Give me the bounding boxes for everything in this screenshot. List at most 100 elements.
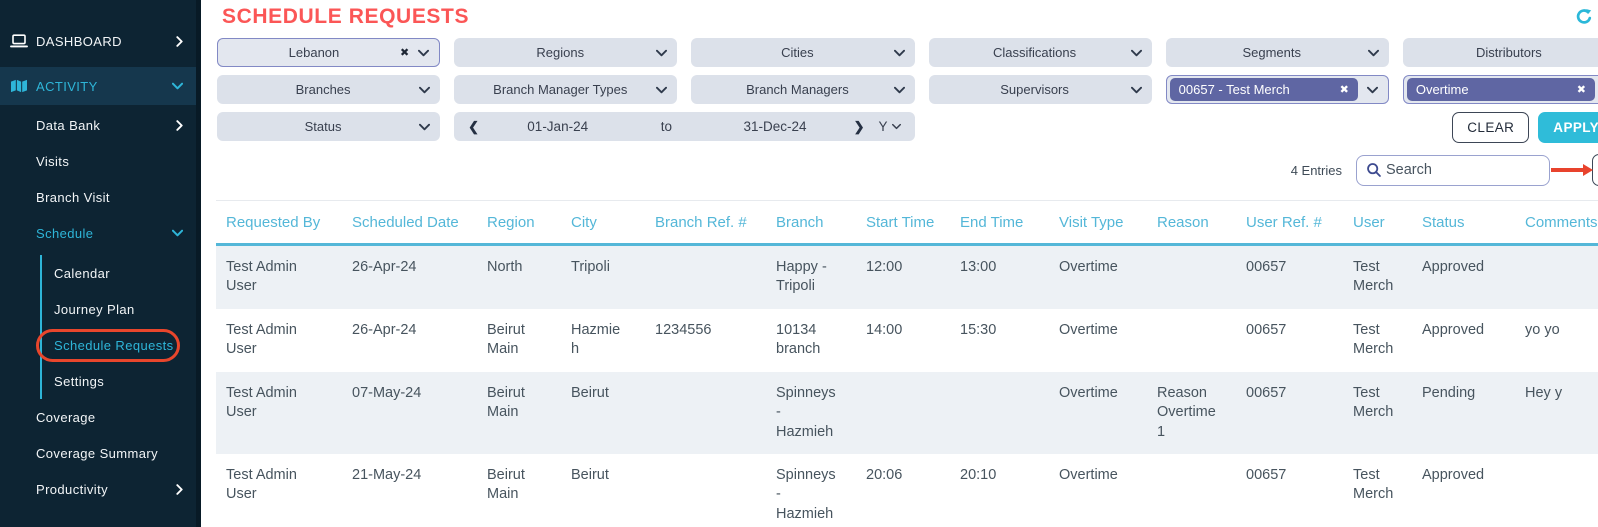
column-header-region[interactable]: Region [477,201,561,246]
add-request-button[interactable]: + [1592,154,1598,186]
sidebar-item-branch-visit[interactable]: Branch Visit [0,179,196,215]
apply-button[interactable]: APPLY ▾ [1538,112,1598,143]
sidebar-label: Calendar [54,265,110,281]
table-cell [645,454,766,527]
sidebar-item-schedule[interactable]: Schedule [0,215,196,251]
clear-filter-icon[interactable]: ✖ [399,47,410,59]
remove-tag-icon[interactable]: ✖ [1576,84,1586,96]
chevron-down-icon [891,123,901,130]
column-header-city[interactable]: City [561,201,645,246]
sidebar-item-calendar[interactable]: Calendar [42,255,196,291]
apply-button-label: APPLY [1553,120,1598,135]
sidebar-label: Data Bank [36,117,101,133]
table-cell: Beirut [571,384,609,401]
chevron-down-icon [418,49,430,57]
table-row[interactable]: Test Admin User 21-May-24 Beirut Main Beiru… [216,453,1598,527]
remove-tag-icon[interactable]: ✖ [1339,84,1349,96]
sidebar-item-data-bank[interactable]: Data Bank [0,107,196,143]
chevron-right-icon [176,483,183,495]
sidebar-item-visits[interactable]: Visits [0,143,196,179]
filter-classifications[interactable]: Classifications [928,38,1152,67]
sidebar-item-schedule-requests[interactable]: Schedule Requests [42,327,196,363]
table-cell: Test Admin User [226,384,297,421]
table-cell: Happy - Tripoli [776,259,827,295]
table-row[interactable]: Test Admin User 26-Apr-24 North Tripoli Happ… [216,244,1598,309]
tag-label: Overtime [1415,82,1469,97]
filter-label: Supervisors [1000,82,1069,97]
column-header-user[interactable]: User [1343,201,1412,246]
sidebar-item-coverage-summary[interactable]: Coverage Summary [0,435,196,471]
table-cell: Overtime [1059,384,1118,401]
filter-visit-type[interactable]: Overtime ✖ [1402,75,1598,104]
sidebar-item-dashboard[interactable]: DASHBOARD [0,23,196,59]
column-header-visit-type[interactable]: Visit Type [1049,201,1147,246]
column-header-reason[interactable]: Reason [1147,201,1236,246]
column-header-comments[interactable]: Comments [1515,201,1598,246]
filter-distributors[interactable]: Distributors [1402,38,1598,67]
filter-branch-manager-types[interactable]: Branch Manager Types [454,75,678,104]
sidebar-label: Branch Visit [36,189,110,205]
table-toolbar: 4 Entries + [216,153,1598,187]
sidebar-item-journey-plan[interactable]: Journey Plan [42,291,196,327]
table-cell: Test Merch [1353,321,1394,358]
period-value: Y [878,119,888,134]
table-cell: 13:00 [960,259,997,275]
sidebar-item-activity[interactable]: ACTIVITY [0,67,196,105]
sidebar-label: Schedule Requests [54,337,174,353]
filter-country[interactable]: Lebanon ✖ [217,38,441,67]
chevron-right-icon [176,119,183,131]
chevron-right-icon[interactable]: ❯ [853,118,865,134]
column-header-end-time[interactable]: End Time [950,201,1049,246]
schedule-requests-table: Requested By Scheduled Date Region City Bran… [216,201,1598,527]
entries-count: 4 Entries [1290,162,1342,178]
sidebar-label: Settings [54,373,105,389]
search-input[interactable] [1386,162,1516,178]
table-cell: yo yo [1525,321,1560,338]
tag-label: 00657 - Test Merch [1178,82,1290,97]
table-header-row: Requested By Scheduled Date Region City Bran… [216,201,1598,246]
table-cell: Hey y [1525,384,1563,401]
sidebar-item-coverage[interactable]: Coverage [0,399,196,435]
chevron-down-icon [1367,49,1379,57]
clear-button[interactable]: CLEAR [1452,112,1530,143]
search-icon [1367,163,1381,177]
table-cell: 21-May-24 [352,466,422,483]
column-header-branch-ref[interactable]: Branch Ref. # [645,201,766,246]
table-cell [1515,454,1598,527]
filter-supervisors[interactable]: Supervisors [928,75,1152,104]
column-header-user-ref[interactable]: User Ref. # [1236,201,1343,246]
filter-branch-managers[interactable]: Branch Managers [691,75,915,104]
laptop-icon [10,34,28,48]
column-header-requested-by[interactable]: Requested By [216,201,342,246]
date-from[interactable]: 01-Jan-24 [527,119,589,134]
search-box[interactable] [1356,154,1550,186]
filter-regions[interactable]: Regions [454,38,678,67]
table-cell: Overtime [1059,321,1118,338]
table-cell: 00657 [1246,321,1287,338]
main-content: SCHEDULE REQUESTS Lebanon ✖ Regions Citi… [201,0,1598,527]
period-dropdown[interactable]: Y [879,119,901,134]
refresh-icon[interactable] [1575,8,1593,31]
column-header-branch[interactable]: Branch [766,201,856,246]
table-row[interactable]: Test Admin User 07-May-24 Beirut Main Beiru… [216,371,1598,454]
table-cell: Test Merch [1353,384,1394,421]
sidebar-item-productivity[interactable]: Productivity [0,471,196,507]
column-header-scheduled-date[interactable]: Scheduled Date [342,201,477,246]
column-header-status[interactable]: Status [1412,201,1515,246]
table-row[interactable]: Test Admin User 26-Apr-24 Beirut Main Hazmi… [216,308,1598,372]
date-to[interactable]: 31-Dec-24 [743,119,807,134]
column-header-start-time[interactable]: Start Time [856,201,950,246]
sidebar-item-settings[interactable]: Settings [42,363,196,399]
chevron-left-icon[interactable]: ❮ [468,118,480,134]
red-arrow-annotation [1551,164,1593,175]
filter-status[interactable]: Status [217,112,441,141]
chevron-right-icon [176,35,183,47]
filter-segments[interactable]: Segments [1165,38,1389,67]
filter-branches[interactable]: Branches [217,75,441,104]
filter-cities[interactable]: Cities [691,38,915,67]
filter-users[interactable]: 00657 - Test Merch ✖ [1165,75,1389,104]
sidebar-label: Journey Plan [54,301,135,317]
table-cell: 00657 [1246,384,1287,401]
table-cell [645,372,766,454]
